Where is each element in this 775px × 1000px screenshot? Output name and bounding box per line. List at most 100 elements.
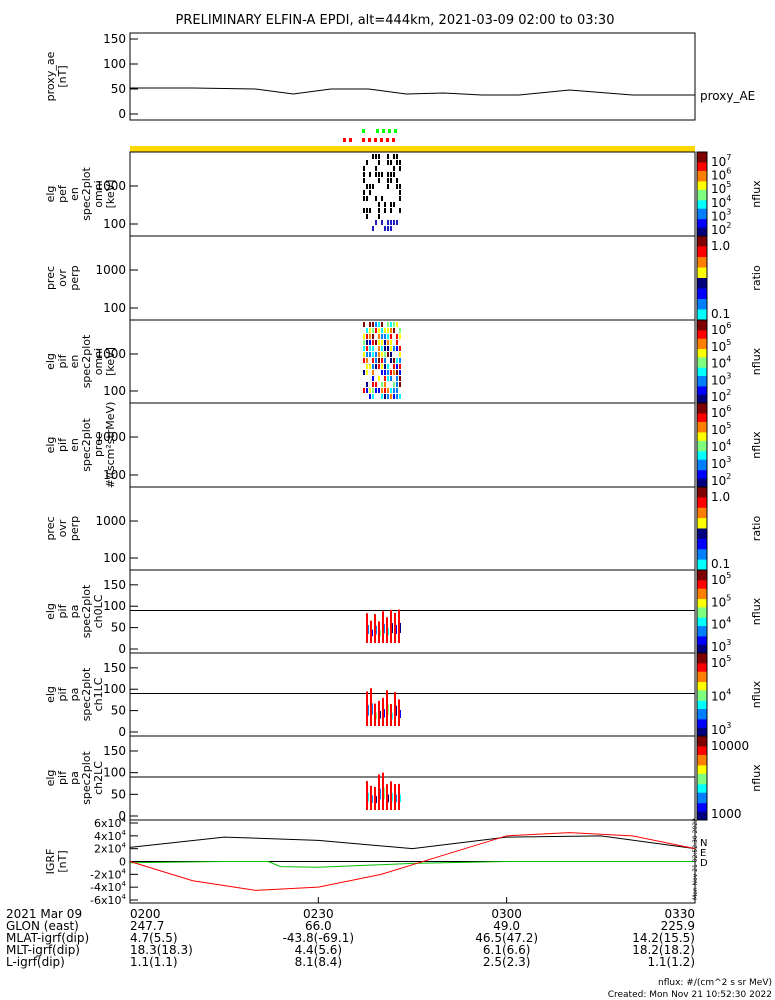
colorbar-cell	[697, 771, 707, 775]
spec-pixel	[393, 364, 395, 369]
colorbar-cell	[697, 532, 707, 536]
colorbar-cell	[697, 567, 707, 571]
spec-pixel	[390, 358, 392, 363]
spec-pixel	[381, 322, 383, 327]
colorbar-cell	[697, 296, 707, 300]
colorbar-cell	[697, 434, 707, 438]
spec-pixel	[369, 352, 371, 357]
colorbar-cell	[697, 357, 707, 360]
spec-pixel	[369, 184, 371, 189]
ephem-value: 2.5(2.3)	[483, 955, 531, 969]
pa-bar	[398, 699, 400, 726]
ephem-value: 1.1(1.2)	[647, 955, 695, 969]
spec-pixel	[372, 388, 374, 393]
colorbar-cell	[697, 436, 707, 440]
spec-pixel	[375, 154, 377, 159]
x-tick-label: 0230	[303, 907, 334, 921]
status-bar-green	[376, 129, 379, 133]
status-bar-red	[386, 138, 389, 142]
pef_en_omni-ylabel-line: spec2plot	[80, 167, 93, 221]
spec-pixel	[378, 364, 380, 369]
spec-pixel	[396, 178, 398, 183]
spec-pixel	[366, 388, 368, 393]
colorbar-cell	[697, 179, 707, 182]
colorbar-cell	[697, 476, 707, 480]
y-tick-label: 0	[118, 642, 126, 656]
spec-pixel	[381, 352, 383, 357]
pa_ch2-ylabel: elgpifpaspec2plotch2LC	[44, 751, 105, 805]
y-tick-label: 1000	[95, 347, 126, 361]
spec-pixel	[363, 178, 365, 183]
pa-bar	[396, 705, 397, 716]
colorbar-cell	[697, 605, 707, 608]
proxy-ae-ylabel-line: proxy_ae	[44, 51, 57, 101]
colorbar-cell	[697, 784, 707, 787]
colorbar-cell	[697, 202, 707, 205]
spec-pixel	[393, 370, 395, 375]
status-bar-green	[382, 129, 385, 133]
colorbar-cell	[697, 609, 707, 612]
pif_en_omni-ylabel-line: elg	[44, 353, 57, 370]
spec-pixel	[396, 346, 398, 351]
pa_ch2-ylabel-line: pif	[56, 770, 69, 785]
pa-bar	[392, 623, 393, 634]
colorbar-cell	[697, 663, 707, 666]
colorbar-cell	[697, 626, 707, 629]
spec-pixel	[393, 154, 395, 159]
spec-pixel	[399, 376, 401, 381]
y-tick-label: 150	[103, 32, 126, 46]
colorbar-cell	[697, 225, 707, 229]
pef_en_omni-ylabel-line: en	[68, 187, 81, 201]
spec-pixel	[378, 376, 380, 381]
spec-pixel	[399, 328, 401, 333]
status-bar-red	[392, 138, 395, 142]
spec-pixel	[378, 160, 380, 165]
colorbar-cell	[697, 322, 707, 325]
colorbar-cell	[697, 594, 707, 598]
colorbar-cell	[697, 284, 707, 287]
spec-pixel	[369, 328, 371, 333]
spec-pixel	[396, 376, 398, 381]
colorbar-cell	[697, 210, 707, 214]
spec-pixel	[390, 172, 392, 177]
colorbar-cell	[697, 690, 707, 693]
colorbar-cell	[697, 588, 707, 592]
colorbar-cell	[697, 191, 707, 195]
colorbar-cell	[697, 254, 707, 258]
y-tick-label: 100	[103, 468, 126, 482]
colorbar-tick-label: 104	[711, 688, 731, 704]
colorbar-cell	[697, 419, 707, 423]
spec-pixel	[369, 190, 371, 195]
y-tick-label: 2x104	[94, 842, 127, 856]
colorbar-cell	[697, 543, 707, 546]
pa-bar	[386, 690, 388, 726]
colorbar-cell	[697, 632, 707, 635]
colorbar-cell	[697, 229, 707, 233]
pa-bar	[392, 792, 393, 802]
colorbar-cell	[697, 198, 707, 201]
spec-pixel	[366, 214, 368, 219]
colorbar-cell	[697, 261, 707, 264]
spec-pixel	[387, 178, 389, 183]
spec-pixel	[396, 160, 398, 165]
colorbar-tick-exp: 5	[726, 654, 731, 663]
spec-pixel	[378, 328, 380, 333]
colorbar-cell	[697, 204, 707, 208]
pa-bar	[372, 795, 373, 803]
spec-pixel	[384, 340, 386, 345]
colorbar-tick-exp: 3	[726, 455, 731, 464]
colorbar-cell	[697, 530, 707, 534]
colorbar-cell	[697, 242, 707, 245]
y-tick-exp: 4	[122, 829, 127, 837]
pa-bar	[372, 703, 373, 715]
pa_ch1-ylabel-line: elg	[44, 686, 57, 703]
pa-bar	[388, 627, 389, 636]
colorbar-cell	[697, 231, 707, 235]
colorbar-cell	[697, 303, 707, 306]
ephem-value: 1.1(1.1)	[130, 955, 178, 969]
y-tick-label: 6x104	[94, 816, 127, 830]
spec-pixel	[396, 382, 398, 387]
spec-pixel	[369, 394, 371, 399]
colorbar-cell	[697, 524, 707, 527]
colorbar-cell	[697, 353, 707, 356]
